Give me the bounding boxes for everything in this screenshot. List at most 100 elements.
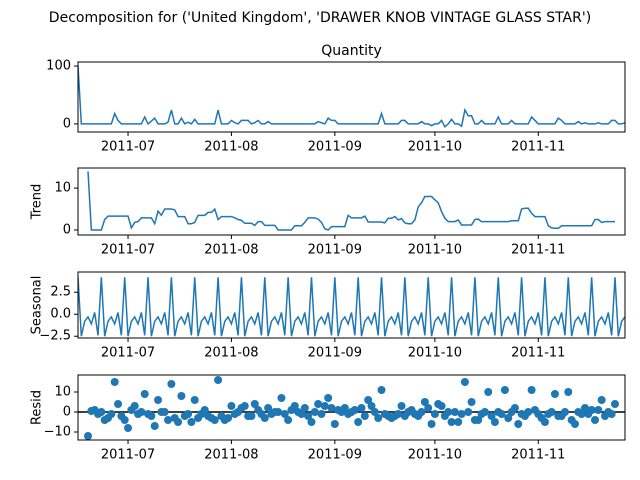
point — [370, 408, 379, 416]
x-tick-label: 2011-10 — [408, 448, 462, 463]
point — [164, 416, 173, 424]
axes-frame — [77, 167, 626, 236]
point — [190, 396, 199, 404]
point — [427, 420, 436, 428]
point — [327, 404, 336, 412]
y-tick-label: 0 — [63, 222, 71, 237]
x-tick-label: 2011-08 — [204, 243, 258, 258]
point — [577, 410, 586, 418]
point — [300, 404, 309, 412]
point — [130, 402, 139, 410]
point — [480, 408, 489, 416]
point — [510, 404, 519, 412]
point — [464, 408, 473, 416]
point — [160, 408, 169, 416]
x-tick-label: 2011-08 — [204, 346, 258, 361]
point — [140, 390, 149, 398]
point — [84, 432, 93, 440]
axes-frame — [77, 61, 626, 133]
y-tick-label: −10 — [44, 425, 71, 440]
point — [547, 408, 556, 416]
point — [187, 418, 196, 426]
point — [374, 414, 383, 422]
point — [447, 418, 456, 426]
y-tick-label: 0.0 — [50, 307, 71, 322]
point — [550, 390, 559, 398]
point — [110, 378, 119, 386]
point — [420, 398, 429, 406]
point — [264, 404, 273, 412]
point — [227, 402, 236, 410]
point — [607, 410, 616, 418]
point — [250, 400, 259, 408]
point — [114, 400, 123, 408]
point — [174, 418, 183, 426]
point — [610, 400, 619, 408]
point — [570, 420, 579, 428]
y-tick-label: −2.5 — [39, 329, 71, 344]
point — [124, 424, 133, 432]
point — [310, 408, 319, 416]
y-tick-label: 100 — [46, 59, 71, 74]
x-tick-label: 2011-08 — [204, 448, 258, 463]
x-tick-label: 2011-10 — [408, 140, 462, 155]
point — [240, 402, 249, 410]
plot-area — [78, 376, 625, 440]
point — [147, 412, 156, 420]
x-tick-label: 2011-11 — [511, 346, 565, 361]
point — [154, 396, 163, 404]
plot-area — [87, 171, 615, 231]
x-tick-label: 2011-07 — [101, 140, 155, 155]
point — [354, 418, 363, 426]
point — [527, 386, 536, 394]
figure-title: Decomposition for ('United Kingdom', 'DR… — [49, 10, 591, 26]
x-tick-label: 2011-11 — [511, 140, 565, 155]
point — [350, 406, 359, 414]
point — [594, 406, 603, 414]
point — [304, 412, 313, 420]
y-axis-label: Resid — [30, 390, 45, 425]
point — [330, 420, 339, 428]
point — [540, 418, 549, 426]
x-tick-label: 2011-07 — [101, 243, 155, 258]
point — [560, 408, 569, 416]
point — [290, 402, 299, 410]
point — [260, 414, 269, 422]
point — [367, 402, 376, 410]
point — [210, 416, 219, 424]
axes-frame — [77, 271, 626, 339]
point — [417, 408, 426, 416]
x-tick-label: 2011-09 — [308, 140, 362, 155]
plot-area — [78, 277, 625, 337]
x-tick-label: 2011-10 — [408, 346, 462, 361]
point — [120, 416, 129, 424]
y-axis-label: Trend — [30, 184, 45, 221]
point — [314, 400, 323, 408]
point — [424, 404, 433, 412]
point — [324, 394, 333, 402]
point — [394, 410, 403, 418]
point — [397, 402, 406, 410]
point — [340, 404, 349, 412]
point — [364, 396, 373, 404]
x-tick-label: 2011-08 — [204, 140, 258, 155]
x-tick-label: 2011-09 — [308, 346, 362, 361]
axes-frame — [77, 374, 626, 441]
point — [467, 398, 476, 406]
x-tick-label: 2011-11 — [511, 243, 565, 258]
point — [107, 410, 116, 418]
y-tick-label: 0 — [63, 116, 71, 131]
y-tick-label: 10 — [54, 181, 71, 196]
point — [514, 420, 523, 428]
point — [177, 392, 186, 400]
point — [450, 408, 459, 416]
point — [437, 402, 446, 410]
y-tick-label: 0 — [63, 405, 71, 420]
point — [487, 412, 496, 420]
x-tick-label: 2011-11 — [511, 448, 565, 463]
point — [280, 410, 289, 418]
point — [284, 416, 293, 424]
plot-area — [78, 66, 625, 128]
